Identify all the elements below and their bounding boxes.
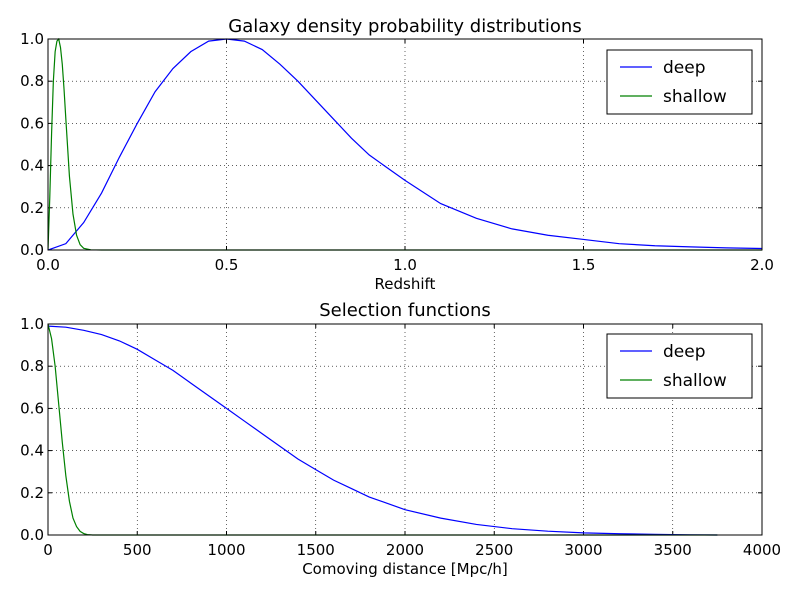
selection-chart: Selection functions 0 500 1000 1500 2000 2500 3… [20,300,781,578]
x-tick-label: 0.0 [36,256,60,274]
x-tick-label: 0.5 [215,256,239,274]
series-line-deep [48,38,762,251]
x-tick-label: 1.0 [393,256,417,274]
legend-label-shallow: shallow [663,371,727,391]
y-tick-label: 0.2 [20,199,44,217]
x-tick-label: 1000 [207,541,245,559]
y-tick-label: 0.8 [20,72,44,90]
x-tick-label: 2000 [386,541,424,559]
plot-frame [47,323,763,536]
x-axis-label: Comoving distance [Mpc/h] [302,560,508,578]
legend-label-deep: deep [663,342,706,362]
y-tick-label: 1.0 [20,30,44,48]
x-tick-label: 2.0 [750,256,774,274]
y-tick-label: 0.6 [20,399,44,417]
y-tick-label: 0.4 [20,442,44,460]
x-tick-label: 3000 [564,541,602,559]
legend-box [606,333,753,399]
chart-title: Selection functions [319,300,491,321]
y-tick-label: 0.2 [20,484,44,502]
density-chart: Galaxy density probability distributions… [20,16,774,293]
legend: deep shallow [606,49,753,115]
plot-frame [47,38,763,251]
legend-label-shallow: shallow [663,87,727,107]
x-axis-label: Redshift [375,275,436,293]
legend-label-deep: deep [663,58,706,78]
x-tick-label: 1.5 [572,256,596,274]
chart-title: Galaxy density probability distributions [228,16,581,37]
series-line-deep [48,325,718,536]
legend: deep shallow [606,333,753,399]
x-tick-label: 500 [123,541,152,559]
x-tick-label: 1500 [297,541,335,559]
legend-box [606,49,753,115]
y-tick-label: 0.8 [20,357,44,375]
x-tick-label: 2500 [475,541,513,559]
y-tick-label: 0.6 [20,114,44,132]
x-tick-label: 0 [43,541,53,559]
x-tick-label: 4000 [743,541,781,559]
y-tick-label: 1.0 [20,315,44,333]
y-tick-label: 0.0 [20,526,44,544]
y-tick-label: 0.0 [20,241,44,259]
y-tick-label: 0.4 [20,157,44,175]
x-tick-label: 3500 [654,541,692,559]
